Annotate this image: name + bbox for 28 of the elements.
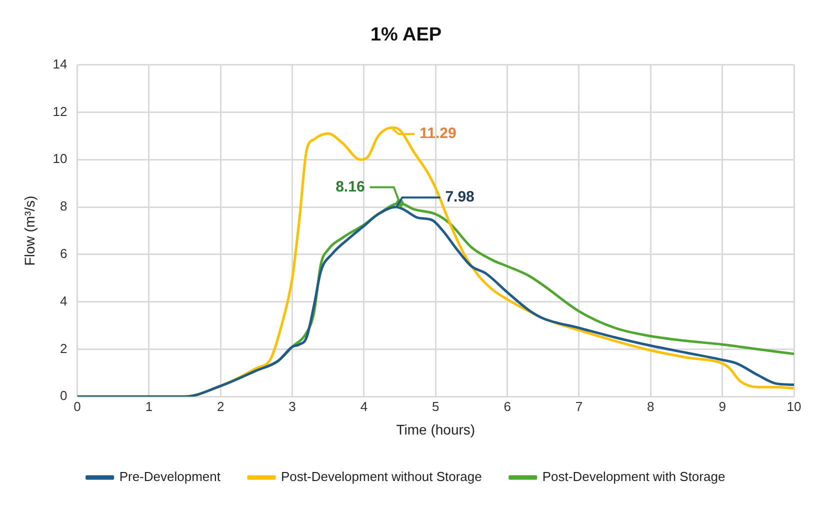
x-tick-label: 1 [145,398,153,414]
legend-label: Pre-Development [119,469,221,484]
x-tick-label: 0 [74,398,81,414]
chart-title: 1% AEP [370,24,442,46]
annotation: 11.29 [420,125,456,142]
y-tick-label: 6 [60,246,68,261]
legend-label: Post-Development with Storage [542,469,726,484]
y-tick-label: 10 [52,151,68,166]
y-axis-title: Flow (m³/s) [21,196,38,266]
x-tick-label: 7 [575,398,583,414]
x-tick-label: 8 [647,398,654,414]
y-tick-label: 8 [60,198,68,214]
x-axis-title: Time (hours) [396,421,476,438]
x-tick-label: 6 [504,398,511,414]
x-tick-label: 9 [718,398,726,414]
y-tick-label: 2 [60,340,68,356]
legend-label: Post-Development without Storage [280,469,482,484]
x-tick-label: 10 [786,398,802,414]
y-tick-label: 0 [60,388,68,404]
x-tick-label: 4 [360,398,368,414]
y-tick-label: 4 [60,293,68,308]
y-tick-label: 12 [52,104,68,119]
annotation: 8.16 [336,178,365,196]
y-tick-label: 14 [52,56,68,72]
x-tick-label: 2 [216,398,224,414]
x-tick-label: 5 [432,398,440,414]
annotation: 7.98 [445,188,474,206]
x-tick-label: 3 [288,398,296,414]
